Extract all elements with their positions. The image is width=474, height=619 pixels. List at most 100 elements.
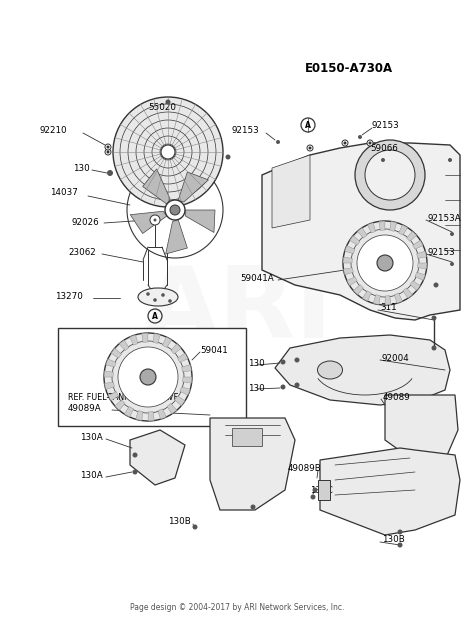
Circle shape xyxy=(118,347,178,407)
Text: 92153: 92153 xyxy=(232,126,260,134)
Circle shape xyxy=(105,144,111,150)
Circle shape xyxy=(294,358,300,363)
Polygon shape xyxy=(350,236,360,245)
Text: A: A xyxy=(305,121,311,129)
Circle shape xyxy=(367,140,373,146)
Circle shape xyxy=(357,235,413,291)
Polygon shape xyxy=(124,407,134,417)
Polygon shape xyxy=(413,240,423,249)
Circle shape xyxy=(450,232,454,236)
Circle shape xyxy=(192,524,198,529)
Circle shape xyxy=(344,142,346,144)
Circle shape xyxy=(448,158,452,162)
Circle shape xyxy=(310,495,316,500)
Text: 130A: 130A xyxy=(80,470,103,480)
Text: 130B: 130B xyxy=(168,517,191,527)
Text: 59041: 59041 xyxy=(200,345,228,355)
Text: 130: 130 xyxy=(73,163,90,173)
Bar xyxy=(232,428,262,446)
Polygon shape xyxy=(136,410,143,420)
Circle shape xyxy=(281,360,285,365)
Text: Page design © 2004-2017 by ARI Network Services, Inc.: Page design © 2004-2017 by ARI Network S… xyxy=(130,602,344,612)
Text: 130: 130 xyxy=(248,384,265,392)
Polygon shape xyxy=(143,169,170,204)
Polygon shape xyxy=(108,392,118,400)
Polygon shape xyxy=(104,371,113,377)
Polygon shape xyxy=(385,395,458,465)
Ellipse shape xyxy=(318,361,343,379)
Polygon shape xyxy=(345,246,355,254)
Polygon shape xyxy=(171,344,181,354)
Text: 49089A: 49089A xyxy=(68,404,102,412)
Polygon shape xyxy=(178,172,209,202)
Bar xyxy=(58,328,246,426)
Polygon shape xyxy=(399,225,408,235)
Circle shape xyxy=(154,219,156,222)
Polygon shape xyxy=(111,348,121,358)
Circle shape xyxy=(153,298,157,302)
Polygon shape xyxy=(318,480,330,500)
Circle shape xyxy=(309,147,311,150)
Circle shape xyxy=(170,205,180,215)
Text: 49089B: 49089B xyxy=(288,464,322,472)
Circle shape xyxy=(161,293,165,297)
Circle shape xyxy=(307,145,313,151)
Text: 92026: 92026 xyxy=(72,217,100,227)
Circle shape xyxy=(294,383,300,387)
Polygon shape xyxy=(410,281,420,290)
Text: 130: 130 xyxy=(248,358,265,368)
Circle shape xyxy=(104,333,192,421)
Circle shape xyxy=(281,384,285,389)
Circle shape xyxy=(398,542,402,547)
Polygon shape xyxy=(180,387,190,395)
Polygon shape xyxy=(163,337,172,347)
Polygon shape xyxy=(167,404,177,414)
Circle shape xyxy=(133,452,137,457)
Circle shape xyxy=(150,215,160,225)
Polygon shape xyxy=(394,293,402,303)
Polygon shape xyxy=(320,448,460,535)
Circle shape xyxy=(165,200,185,220)
Polygon shape xyxy=(415,272,425,280)
Text: 130A: 130A xyxy=(80,433,103,441)
Text: 92210: 92210 xyxy=(40,126,68,134)
Polygon shape xyxy=(262,143,460,320)
Polygon shape xyxy=(130,211,167,233)
Polygon shape xyxy=(185,210,215,233)
Circle shape xyxy=(450,262,454,266)
Circle shape xyxy=(165,100,171,105)
Circle shape xyxy=(140,369,156,385)
Polygon shape xyxy=(343,257,352,263)
Text: 92153A: 92153A xyxy=(428,214,462,222)
Polygon shape xyxy=(130,430,185,485)
Circle shape xyxy=(312,488,318,493)
Circle shape xyxy=(168,299,172,303)
Text: ARI: ARI xyxy=(141,261,333,358)
Circle shape xyxy=(226,155,230,160)
Text: 92153: 92153 xyxy=(428,248,456,256)
Circle shape xyxy=(431,316,437,321)
Circle shape xyxy=(377,255,393,271)
Polygon shape xyxy=(275,335,450,405)
Polygon shape xyxy=(182,377,192,383)
Circle shape xyxy=(431,345,437,350)
Polygon shape xyxy=(148,412,154,421)
Text: 130C: 130C xyxy=(310,485,333,495)
Polygon shape xyxy=(158,409,166,419)
Polygon shape xyxy=(367,223,375,233)
Circle shape xyxy=(358,135,362,139)
Polygon shape xyxy=(379,221,385,230)
Circle shape xyxy=(107,150,109,154)
Text: 23062: 23062 xyxy=(68,248,96,256)
Circle shape xyxy=(276,140,280,144)
Polygon shape xyxy=(182,365,191,372)
Circle shape xyxy=(107,170,113,176)
Circle shape xyxy=(368,142,372,144)
Polygon shape xyxy=(104,382,114,389)
Polygon shape xyxy=(130,335,138,345)
Polygon shape xyxy=(119,340,129,350)
Text: 13270: 13270 xyxy=(55,292,83,300)
Polygon shape xyxy=(407,232,417,241)
Polygon shape xyxy=(403,288,412,298)
Polygon shape xyxy=(115,400,125,410)
